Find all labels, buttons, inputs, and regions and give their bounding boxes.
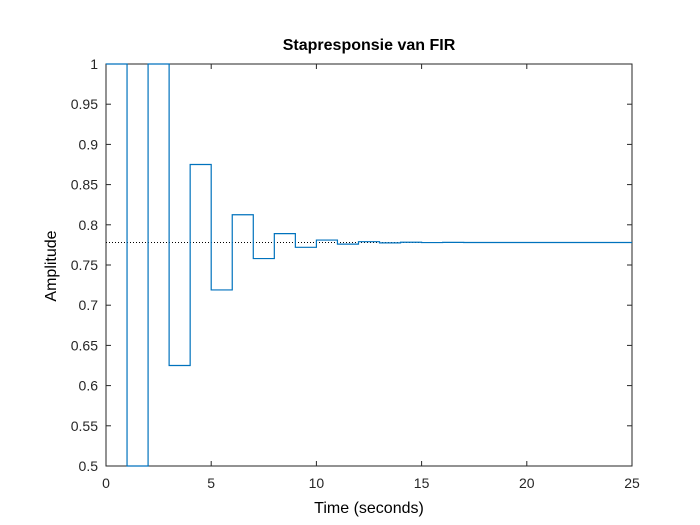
x-tick-label: 0 [102, 475, 110, 491]
x-tick-label: 20 [519, 475, 535, 491]
y-tick-label: 0.6 [79, 378, 99, 394]
x-tick-label: 10 [309, 475, 325, 491]
y-tick-label: 0.55 [71, 418, 98, 434]
chart-title: Stapresponsie van FIR [283, 37, 456, 54]
y-tick-label: 0.75 [71, 257, 98, 273]
y-tick-label: 0.95 [71, 96, 98, 112]
y-tick-label: 0.5 [79, 458, 99, 474]
x-axis-label: Time (seconds) [314, 500, 424, 517]
step-response-series [106, 63, 632, 467]
x-tick-label: 15 [414, 475, 430, 491]
axes-box [105, 63, 633, 467]
y-tick-label: 0.7 [79, 297, 99, 313]
y-tick-label: 1 [90, 56, 98, 72]
y-tick-label: 0.65 [71, 337, 98, 353]
plot-area: 0 5 10 15 20 25 0.5 0.55 0.6 0.65 0.7 0.75 0.8 0.85 0.… [71, 56, 640, 491]
y-tick-label: 0.85 [71, 177, 98, 193]
y-tick-label: 0.8 [79, 217, 99, 233]
x-tick-label: 5 [207, 475, 215, 491]
y-axis-label: Amplitude [43, 230, 60, 301]
y-tick-label: 0.9 [79, 136, 99, 152]
x-tick-label: 25 [624, 475, 640, 491]
